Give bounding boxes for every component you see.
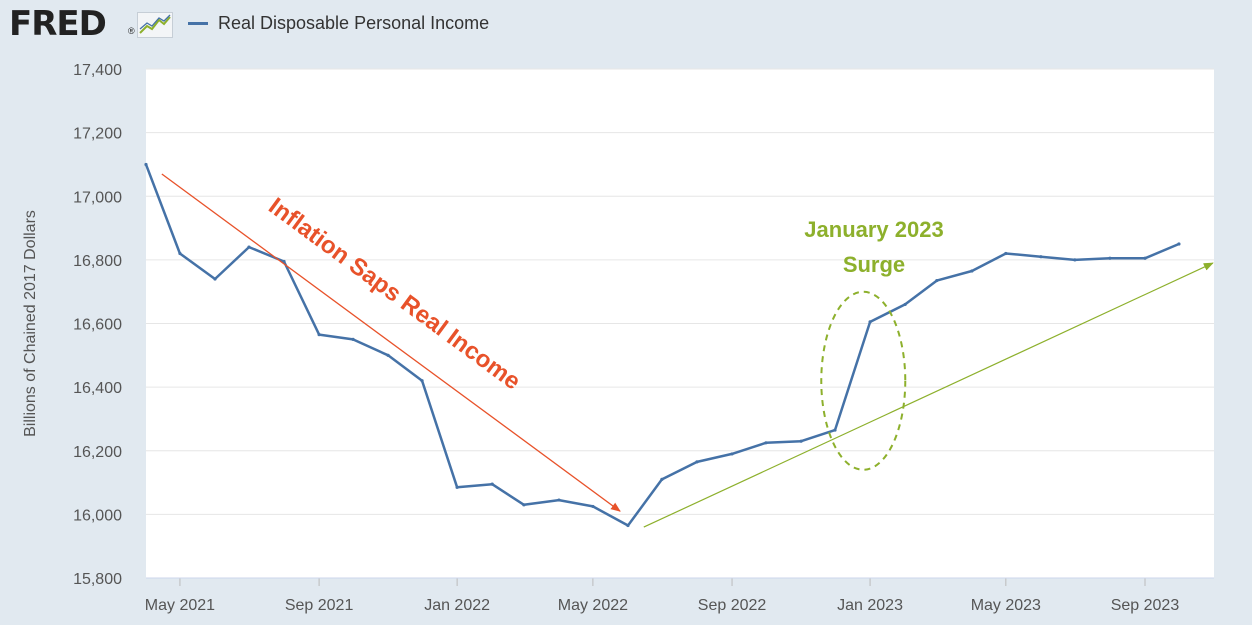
y-tick-label: 17,200 <box>73 126 122 143</box>
data-point <box>833 428 837 432</box>
chart-legend[interactable]: Real Disposable Personal Income <box>188 12 489 34</box>
data-point <box>1039 255 1043 259</box>
data-point <box>1073 258 1077 262</box>
data-point <box>591 504 595 509</box>
x-tick-label: May 2022 <box>558 597 628 614</box>
data-point <box>626 523 630 528</box>
x-tick-label: Sep 2023 <box>1111 597 1180 614</box>
data-point <box>660 477 664 481</box>
data-point <box>1004 251 1008 256</box>
surge-ellipse <box>820 290 907 471</box>
data-point <box>522 503 526 507</box>
x-tick-label: May 2023 <box>971 597 1041 614</box>
fred-logo[interactable]: FRED <box>9 4 107 44</box>
x-tick-label: Jan 2022 <box>424 597 490 614</box>
surge-annotation-line-2: Surge <box>843 252 905 277</box>
y-tick-label: 17,400 <box>73 62 122 79</box>
data-point <box>868 320 872 324</box>
y-tick-label: 16,000 <box>73 507 122 524</box>
x-tick-label: Jan 2023 <box>837 597 903 614</box>
data-point <box>695 460 699 464</box>
recovery-arrow <box>643 262 1214 528</box>
registered-mark: ® <box>128 26 135 36</box>
data-point <box>490 482 494 486</box>
data-point <box>420 379 424 383</box>
data-point <box>764 441 768 445</box>
data-point <box>282 259 286 264</box>
data-point <box>935 278 939 283</box>
y-tick-label: 16,800 <box>73 253 122 270</box>
data-point <box>351 337 355 342</box>
y-tick-label: 16,400 <box>73 380 122 397</box>
legend-series-swatch <box>188 21 208 25</box>
data-point <box>247 245 251 249</box>
chart-header: FRED ® Real Disposable Personal Income <box>0 0 1252 52</box>
data-point <box>144 162 148 167</box>
inflation-arrow <box>161 173 621 512</box>
y-tick-label: 16,200 <box>73 444 122 461</box>
data-point <box>178 251 182 256</box>
data-point <box>213 277 217 281</box>
y-tick-label: 16,600 <box>73 317 122 334</box>
data-point <box>386 353 390 357</box>
data-point <box>317 333 321 337</box>
y-tick-label: 15,800 <box>73 571 122 588</box>
legend-series-label: Real Disposable Personal Income <box>218 12 490 33</box>
y-tick-label: 17,000 <box>73 189 122 206</box>
data-point <box>799 439 803 443</box>
data-point <box>730 452 734 456</box>
data-point <box>1177 242 1181 246</box>
x-tick-label: Sep 2022 <box>698 597 767 614</box>
x-tick-label: May 2021 <box>145 597 215 614</box>
data-point <box>903 302 907 307</box>
x-tick-label: Sep 2021 <box>285 597 354 614</box>
data-point <box>1143 256 1147 260</box>
y-axis-label: Billions of Chained 2017 Dollars <box>22 210 39 437</box>
surge-annotation-line-1: January 2023 <box>804 217 943 242</box>
trend-graph-icon <box>137 12 173 38</box>
data-point <box>557 498 561 502</box>
data-point <box>1108 256 1112 260</box>
data-point <box>455 485 459 489</box>
data-point <box>970 269 974 273</box>
